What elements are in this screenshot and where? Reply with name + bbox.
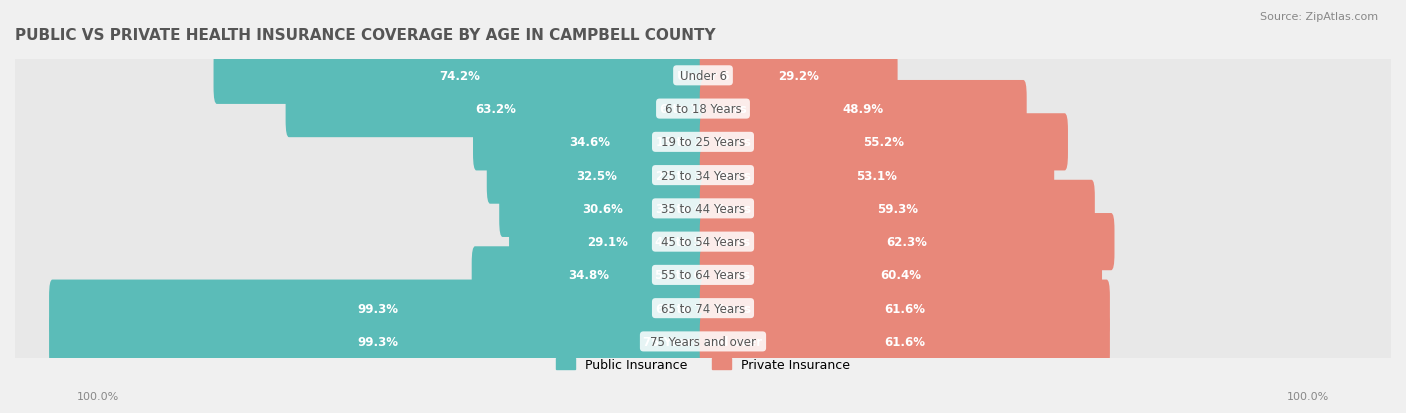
Text: Under 6: Under 6 xyxy=(679,70,727,83)
FancyBboxPatch shape xyxy=(700,313,1109,370)
Text: 59.3%: 59.3% xyxy=(877,202,918,215)
Text: 63.2%: 63.2% xyxy=(475,103,516,116)
FancyBboxPatch shape xyxy=(700,247,1102,304)
Text: 25 to 34 Years: 25 to 34 Years xyxy=(655,169,751,182)
FancyBboxPatch shape xyxy=(700,180,1095,237)
Text: 6 to 18 Years: 6 to 18 Years xyxy=(659,103,747,116)
Text: 6 to 18 Years: 6 to 18 Years xyxy=(665,103,741,116)
FancyBboxPatch shape xyxy=(214,47,706,104)
Text: 65 to 74 Years: 65 to 74 Years xyxy=(655,302,751,315)
Text: 48.9%: 48.9% xyxy=(842,103,884,116)
FancyBboxPatch shape xyxy=(15,325,1391,358)
Text: 19 to 25 Years: 19 to 25 Years xyxy=(655,136,751,149)
Text: 30.6%: 30.6% xyxy=(582,202,623,215)
Text: 19 to 25 Years: 19 to 25 Years xyxy=(661,136,745,149)
FancyBboxPatch shape xyxy=(700,47,897,104)
FancyBboxPatch shape xyxy=(15,258,1391,292)
FancyBboxPatch shape xyxy=(509,214,706,271)
Text: 34.6%: 34.6% xyxy=(569,136,610,149)
FancyBboxPatch shape xyxy=(15,159,1391,192)
Text: 61.6%: 61.6% xyxy=(884,335,925,348)
Text: 100.0%: 100.0% xyxy=(77,391,120,401)
FancyBboxPatch shape xyxy=(499,180,706,237)
FancyBboxPatch shape xyxy=(15,126,1391,159)
FancyBboxPatch shape xyxy=(15,93,1391,126)
Text: 75 Years and over: 75 Years and over xyxy=(644,335,762,348)
Text: 35 to 44 Years: 35 to 44 Years xyxy=(661,202,745,215)
Text: 45 to 54 Years: 45 to 54 Years xyxy=(655,235,751,249)
Text: 65 to 74 Years: 65 to 74 Years xyxy=(661,302,745,315)
FancyBboxPatch shape xyxy=(700,280,1109,337)
FancyBboxPatch shape xyxy=(472,114,706,171)
Text: 35 to 44 Years: 35 to 44 Years xyxy=(655,202,751,215)
FancyBboxPatch shape xyxy=(700,81,1026,138)
Text: 60.4%: 60.4% xyxy=(880,269,921,282)
Text: 99.3%: 99.3% xyxy=(357,302,398,315)
Text: 34.8%: 34.8% xyxy=(568,269,609,282)
FancyBboxPatch shape xyxy=(49,280,706,337)
FancyBboxPatch shape xyxy=(700,147,1054,204)
FancyBboxPatch shape xyxy=(15,192,1391,226)
FancyBboxPatch shape xyxy=(15,225,1391,259)
Text: 55 to 64 Years: 55 to 64 Years xyxy=(655,269,751,282)
Text: 99.3%: 99.3% xyxy=(357,335,398,348)
Text: 53.1%: 53.1% xyxy=(856,169,897,182)
Text: 55 to 64 Years: 55 to 64 Years xyxy=(661,269,745,282)
Text: 25 to 34 Years: 25 to 34 Years xyxy=(661,169,745,182)
FancyBboxPatch shape xyxy=(700,214,1115,271)
Text: 62.3%: 62.3% xyxy=(887,235,928,249)
Text: 29.2%: 29.2% xyxy=(779,70,820,83)
Text: 75 Years and over: 75 Years and over xyxy=(650,335,756,348)
Text: 100.0%: 100.0% xyxy=(1286,391,1329,401)
Text: 61.6%: 61.6% xyxy=(884,302,925,315)
Text: 29.1%: 29.1% xyxy=(588,235,628,249)
FancyBboxPatch shape xyxy=(15,59,1391,93)
Legend: Public Insurance, Private Insurance: Public Insurance, Private Insurance xyxy=(551,353,855,376)
Text: PUBLIC VS PRIVATE HEALTH INSURANCE COVERAGE BY AGE IN CAMPBELL COUNTY: PUBLIC VS PRIVATE HEALTH INSURANCE COVER… xyxy=(15,28,716,43)
Text: 55.2%: 55.2% xyxy=(863,136,904,149)
FancyBboxPatch shape xyxy=(486,147,706,204)
Text: 74.2%: 74.2% xyxy=(440,70,481,83)
Text: 45 to 54 Years: 45 to 54 Years xyxy=(661,235,745,249)
Text: Source: ZipAtlas.com: Source: ZipAtlas.com xyxy=(1260,12,1378,22)
FancyBboxPatch shape xyxy=(700,114,1069,171)
FancyBboxPatch shape xyxy=(49,313,706,370)
Text: Under 6: Under 6 xyxy=(676,70,730,83)
FancyBboxPatch shape xyxy=(285,81,706,138)
FancyBboxPatch shape xyxy=(15,292,1391,325)
Text: 32.5%: 32.5% xyxy=(576,169,617,182)
FancyBboxPatch shape xyxy=(471,247,706,304)
